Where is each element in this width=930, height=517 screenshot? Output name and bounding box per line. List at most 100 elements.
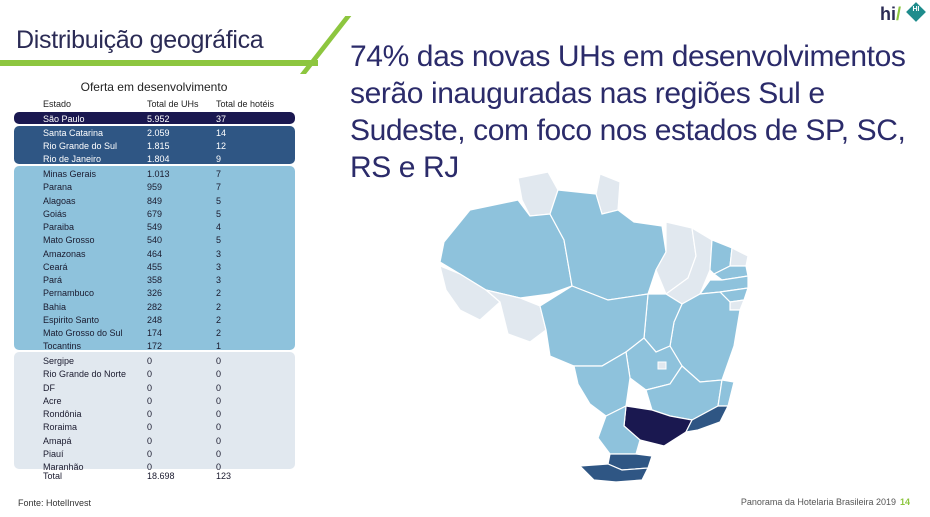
cell-hotels: 5 [216, 208, 222, 219]
cell-rooms: 679 [147, 208, 163, 219]
cell-hotels: 37 [216, 113, 227, 124]
cell-hotels: 2 [216, 288, 222, 299]
column-header-state: Estado [43, 99, 72, 109]
table-row: Pernambuco 326 2 [0, 287, 295, 300]
cell-rooms: 326 [147, 288, 163, 299]
tier-band-4 [14, 352, 295, 469]
cell-state: Rio Grande do Norte [43, 369, 127, 380]
table-row: Rondônia 0 0 [0, 408, 295, 421]
map-region-acre [439, 265, 501, 321]
cell-rooms: 959 [147, 182, 163, 193]
tier-band-2 [14, 126, 295, 164]
table-row: Paraiba 549 4 [0, 221, 295, 234]
column-header-hotels: Total de hotéis [216, 99, 275, 109]
table-row: Maranhão 0 0 [0, 461, 295, 474]
map-region-rn [729, 247, 749, 267]
cell-state: Piauí [43, 448, 64, 459]
publication-name: Panorama da Hotelaria Brasileira 2019 [740, 497, 896, 507]
cell-hotels: 0 [216, 422, 222, 433]
cell-hotels: 12 [216, 141, 227, 151]
cell-state: Alagoas [43, 195, 76, 206]
page-title: Distribuição geográfica [16, 26, 264, 54]
cell-rooms: 5.952 [147, 113, 170, 124]
cell-rooms: 358 [147, 275, 163, 285]
total-hotels: 123 [216, 471, 232, 481]
table-row: DF 0 0 [0, 382, 295, 395]
table-row: Parana 959 7 [0, 181, 295, 194]
cell-state: Acre [43, 395, 62, 406]
cell-rooms: 282 [147, 301, 163, 312]
publication-footer: Panorama da Hotelaria Brasileira 2019 14 [741, 497, 910, 507]
cell-rooms: 174 [147, 328, 163, 338]
cell-state: São Paulo [43, 113, 85, 124]
cell-rooms: 248 [147, 314, 163, 325]
table-row: Tocantins 172 1 [0, 340, 295, 353]
cell-hotels: 0 [216, 448, 222, 459]
cell-rooms: 849 [147, 195, 163, 206]
page-number: 14 [899, 497, 910, 507]
tier-band-1 [14, 112, 295, 124]
cell-state: Amapá [43, 435, 72, 446]
cell-state: Espirito Santo [43, 314, 100, 325]
cell-rooms: 0 [147, 462, 153, 472]
cell-state: Rondônia [43, 409, 82, 419]
cell-rooms: 2.059 [147, 127, 170, 138]
cell-state: Paraiba [43, 222, 75, 232]
cell-hotels: 3 [216, 275, 222, 285]
cell-rooms: 455 [147, 261, 163, 272]
cell-rooms: 172 [147, 341, 163, 352]
map-region-rondonia [485, 289, 547, 343]
title-slash-accent [300, 16, 352, 74]
cell-hotels: 7 [216, 169, 222, 179]
cell-rooms: 464 [147, 248, 163, 259]
map-region-paraiba [712, 265, 749, 281]
table-row: Pará 358 3 [0, 274, 295, 287]
cell-hotels: 0 [216, 462, 222, 472]
cell-state: Tocantins [43, 341, 82, 352]
cell-rooms: 1.815 [147, 141, 170, 151]
cell-state: Roraima [43, 422, 78, 433]
cell-hotels: 0 [216, 356, 222, 366]
cell-hotels: 3 [216, 248, 222, 259]
table-row: Santa Catarina 2.059 14 [0, 127, 295, 140]
cell-state: Ceará [43, 261, 68, 272]
cell-state: Parana [43, 182, 73, 193]
cell-state: Pará [43, 275, 63, 285]
table-row: São Paulo 5.952 37 [0, 113, 295, 126]
cell-hotels: 9 [216, 154, 222, 165]
tier-band-3 [14, 166, 295, 350]
cell-rooms: 0 [147, 422, 153, 433]
cell-state: Pernambuco [43, 288, 95, 299]
table-row: Bahia 282 2 [0, 301, 295, 314]
cell-hotels: 4 [216, 222, 222, 232]
map-region-parana [597, 404, 641, 455]
table-row: Roraima 0 0 [0, 421, 295, 434]
table-row: Amapá 0 0 [0, 435, 295, 448]
table-row: Rio Grande do Norte 0 0 [0, 368, 295, 381]
cell-hotels: 1 [216, 341, 222, 352]
cell-rooms: 0 [147, 395, 153, 406]
map-region-df [657, 361, 667, 370]
table-row: Piauí 0 0 [0, 448, 295, 461]
table-row: Espirito Santo 248 2 [0, 314, 295, 327]
cell-rooms: 0 [147, 409, 153, 419]
cell-hotels: 0 [216, 395, 222, 406]
cell-rooms: 1.013 [147, 169, 170, 179]
cell-rooms: 0 [147, 356, 153, 366]
cell-rooms: 0 [147, 382, 153, 393]
cell-state: Sergipe [43, 356, 75, 366]
headline: 74% das novas UHs em desenvolvimentos se… [350, 40, 906, 184]
cell-hotels: 0 [216, 409, 222, 419]
table-row: Ceará 455 3 [0, 261, 295, 274]
cell-state: Maranhão [43, 462, 84, 472]
cell-state: DF [43, 382, 55, 393]
cell-hotels: 5 [216, 235, 222, 246]
logo-text: hi/ [880, 4, 902, 24]
cell-rooms: 0 [147, 448, 153, 459]
table-row: Alagoas 849 5 [0, 195, 295, 208]
cell-hotels: 7 [216, 182, 222, 193]
cell-hotels: 3 [216, 261, 222, 272]
total-rooms: 18.698 [147, 471, 175, 481]
logo-badge-text: HI [912, 6, 920, 13]
cell-hotels: 2 [216, 328, 222, 338]
